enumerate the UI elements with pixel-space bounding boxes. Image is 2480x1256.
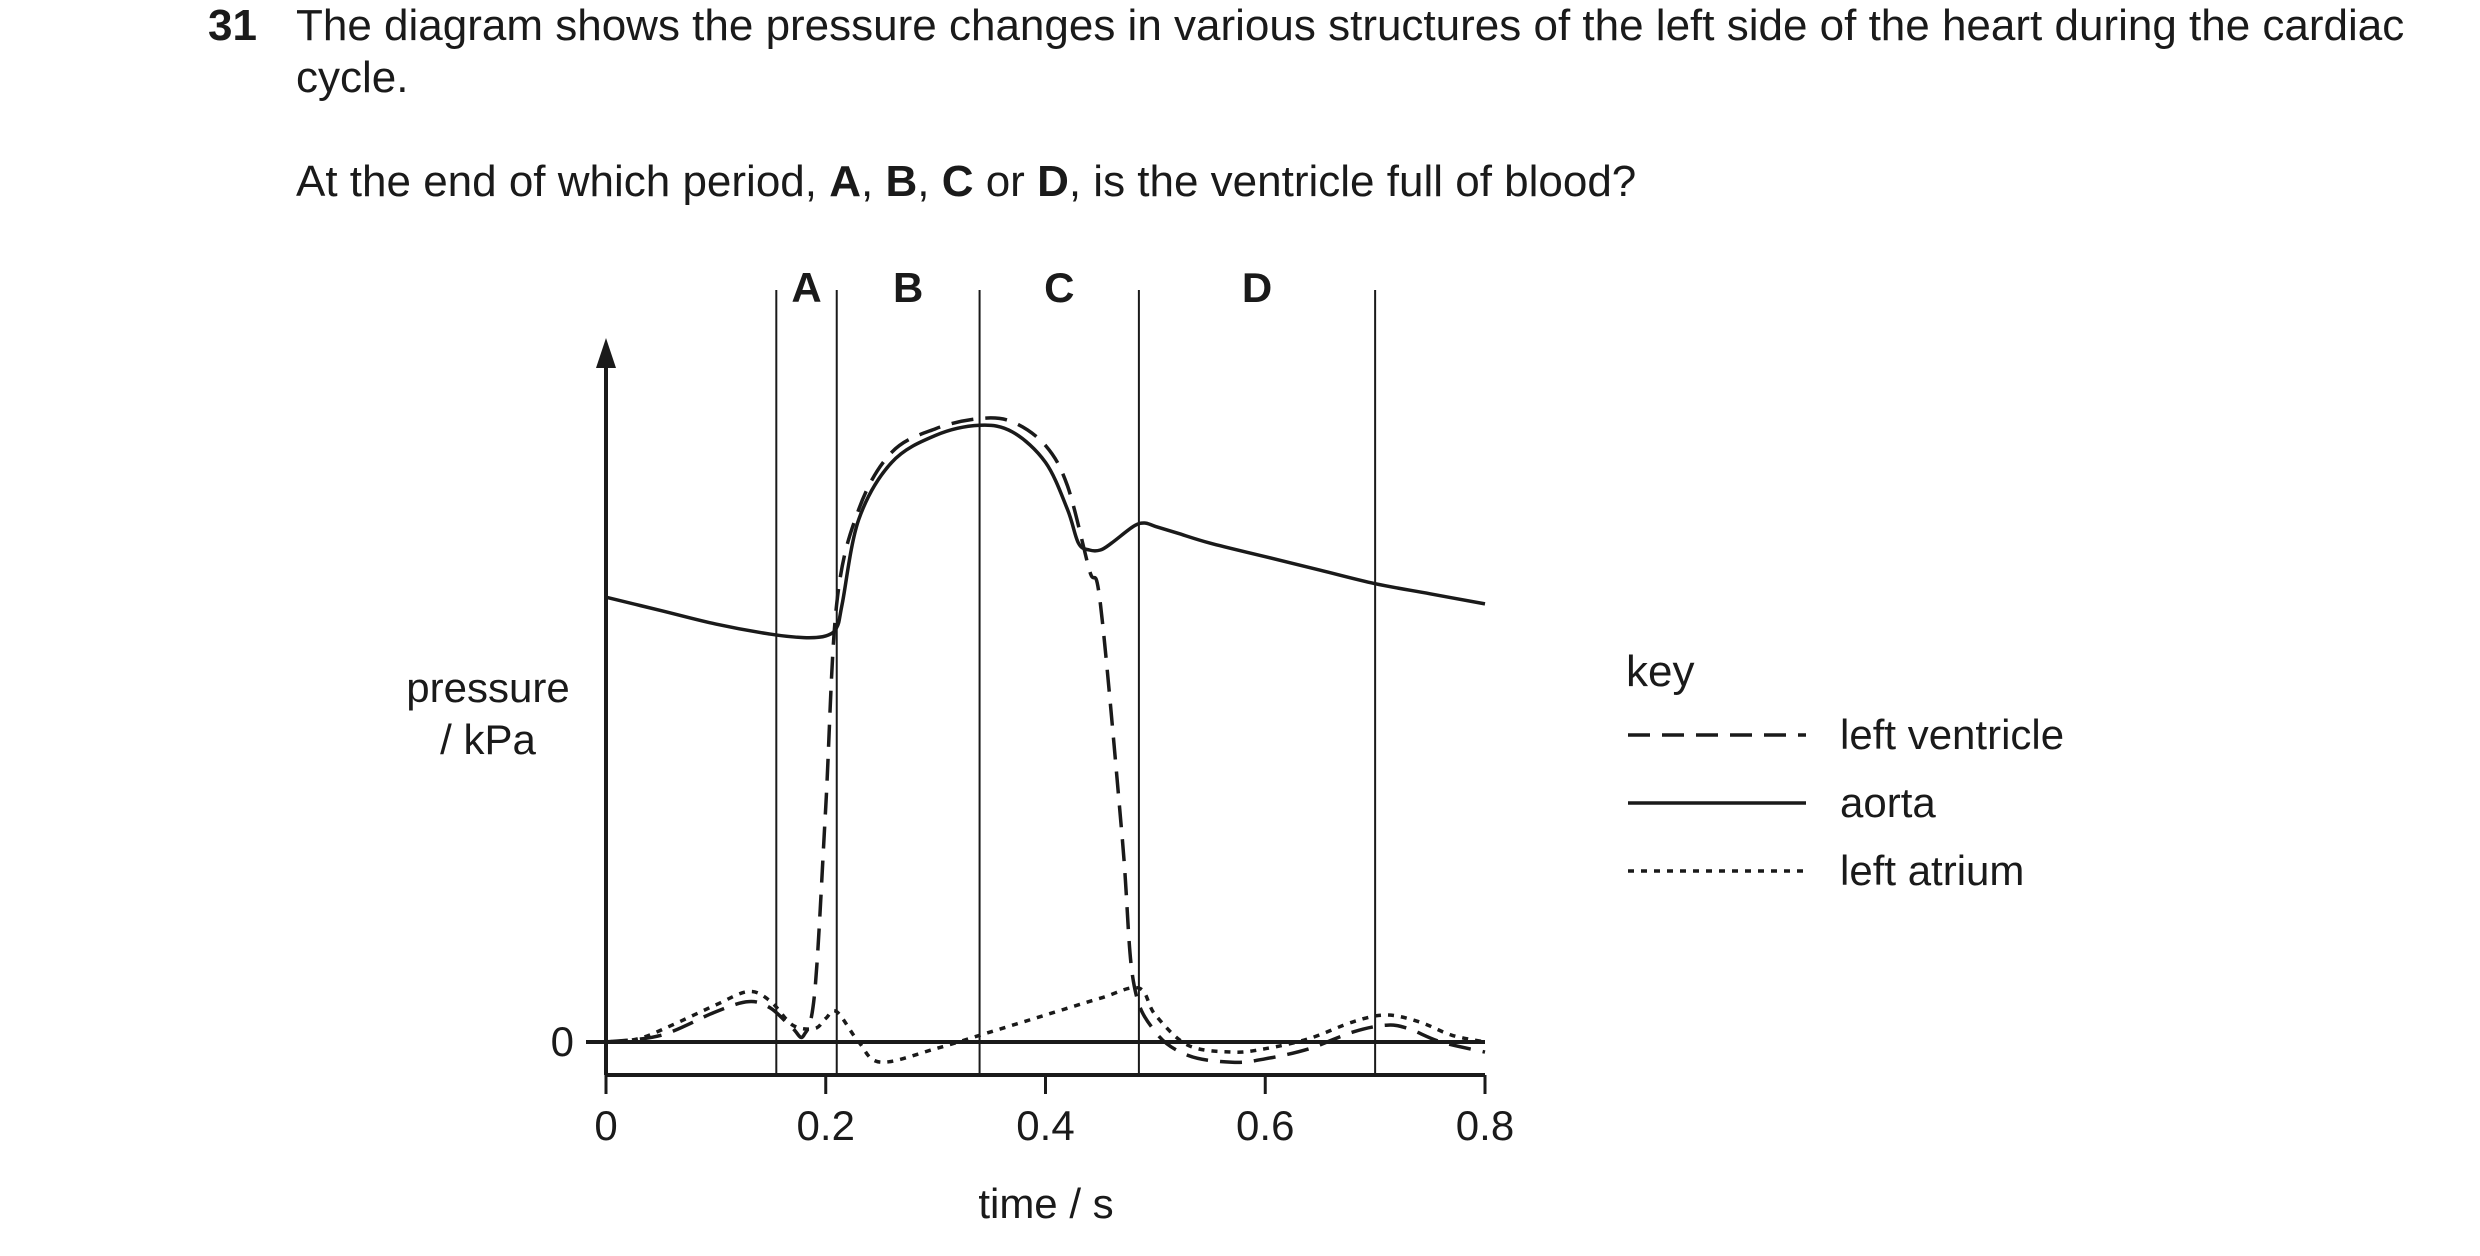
x-axis-label: time / s [978, 1180, 1113, 1227]
y-tick-label: 0 [551, 1018, 574, 1065]
period-label-d: D [1242, 264, 1272, 311]
option-b: B [885, 157, 918, 206]
question-text: The diagram shows the pressure changes i… [296, 1, 2405, 102]
period-label-a: A [791, 264, 821, 311]
axis-ticks: 0 0.2 0.4 0.6 0.8 0 [551, 1018, 1515, 1149]
period-label-b: B [893, 264, 923, 311]
legend-label: aorta [1840, 779, 1936, 826]
y-axis-arrow [596, 338, 616, 368]
series-aorta [605, 423, 1486, 640]
period-labels: A B C D [791, 264, 1272, 311]
prompt-part: , [917, 157, 942, 206]
period-lines [775, 290, 1377, 1075]
prompt-part: At the end of which period, [296, 157, 830, 206]
x-tick-label: 0 [594, 1102, 617, 1149]
legend-label: left atrium [1840, 847, 2024, 894]
prompt-part: or [973, 157, 1038, 206]
x-tick-label: 0.8 [1456, 1102, 1514, 1149]
legend-label: left ventricle [1840, 711, 2064, 758]
option-d: D [1037, 157, 1069, 206]
option-a: A [829, 157, 862, 206]
x-tick-label: 0.4 [1016, 1102, 1074, 1149]
series-left-ventricle [605, 416, 1486, 1065]
period-label-c: C [1044, 264, 1074, 311]
legend-title: key [1626, 647, 1694, 696]
axis-labels: pressure / kPa time / s [406, 664, 1113, 1227]
series-left-atrium [605, 985, 1486, 1064]
question-prompt: At the end of which period, A, B, C or D… [296, 156, 2416, 208]
prompt-part: , [861, 157, 886, 206]
option-c: C [941, 157, 974, 206]
y-axis-label: pressure [406, 664, 569, 711]
x-tick-label: 0.6 [1236, 1102, 1294, 1149]
series-layer [605, 416, 1486, 1065]
legend: key left ventricle aorta left atrium [1626, 647, 2064, 894]
y-axis-label: / kPa [440, 716, 536, 763]
question-number: 31 [208, 1, 257, 50]
x-tick-label: 0.2 [797, 1102, 855, 1149]
prompt-part: , is the ventricle full of blood? [1068, 157, 1637, 206]
